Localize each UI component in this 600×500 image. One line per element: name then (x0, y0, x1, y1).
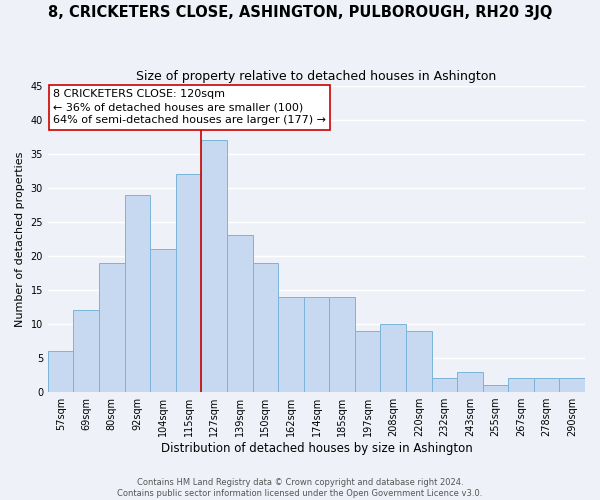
Bar (202, 140, 227, 392)
Bar (482, 386, 508, 392)
Bar (508, 378, 534, 392)
Bar (99, 262, 125, 392)
Title: Size of property relative to detached houses in Ashington: Size of property relative to detached ho… (136, 70, 497, 83)
Text: Contains HM Land Registry data © Crown copyright and database right 2024.
Contai: Contains HM Land Registry data © Crown c… (118, 478, 482, 498)
X-axis label: Distribution of detached houses by size in Ashington: Distribution of detached houses by size … (161, 442, 472, 455)
Bar (457, 372, 482, 392)
Text: 8, CRICKETERS CLOSE, ASHINGTON, PULBOROUGH, RH20 3JQ: 8, CRICKETERS CLOSE, ASHINGTON, PULBOROU… (48, 5, 552, 20)
Bar (176, 174, 202, 392)
Bar (559, 378, 585, 392)
Bar (534, 378, 559, 392)
Bar (406, 331, 431, 392)
Bar (278, 296, 304, 392)
Bar (48, 351, 73, 392)
Bar (431, 378, 457, 392)
Y-axis label: Number of detached properties: Number of detached properties (15, 151, 25, 326)
Bar (304, 296, 329, 392)
Bar (150, 249, 176, 392)
Bar (380, 324, 406, 392)
Bar (329, 296, 355, 392)
Bar (227, 236, 253, 392)
Bar (253, 262, 278, 392)
Bar (73, 310, 99, 392)
Text: 8 CRICKETERS CLOSE: 120sqm
← 36% of detached houses are smaller (100)
64% of sem: 8 CRICKETERS CLOSE: 120sqm ← 36% of deta… (53, 89, 326, 126)
Bar (355, 331, 380, 392)
Bar (125, 194, 150, 392)
